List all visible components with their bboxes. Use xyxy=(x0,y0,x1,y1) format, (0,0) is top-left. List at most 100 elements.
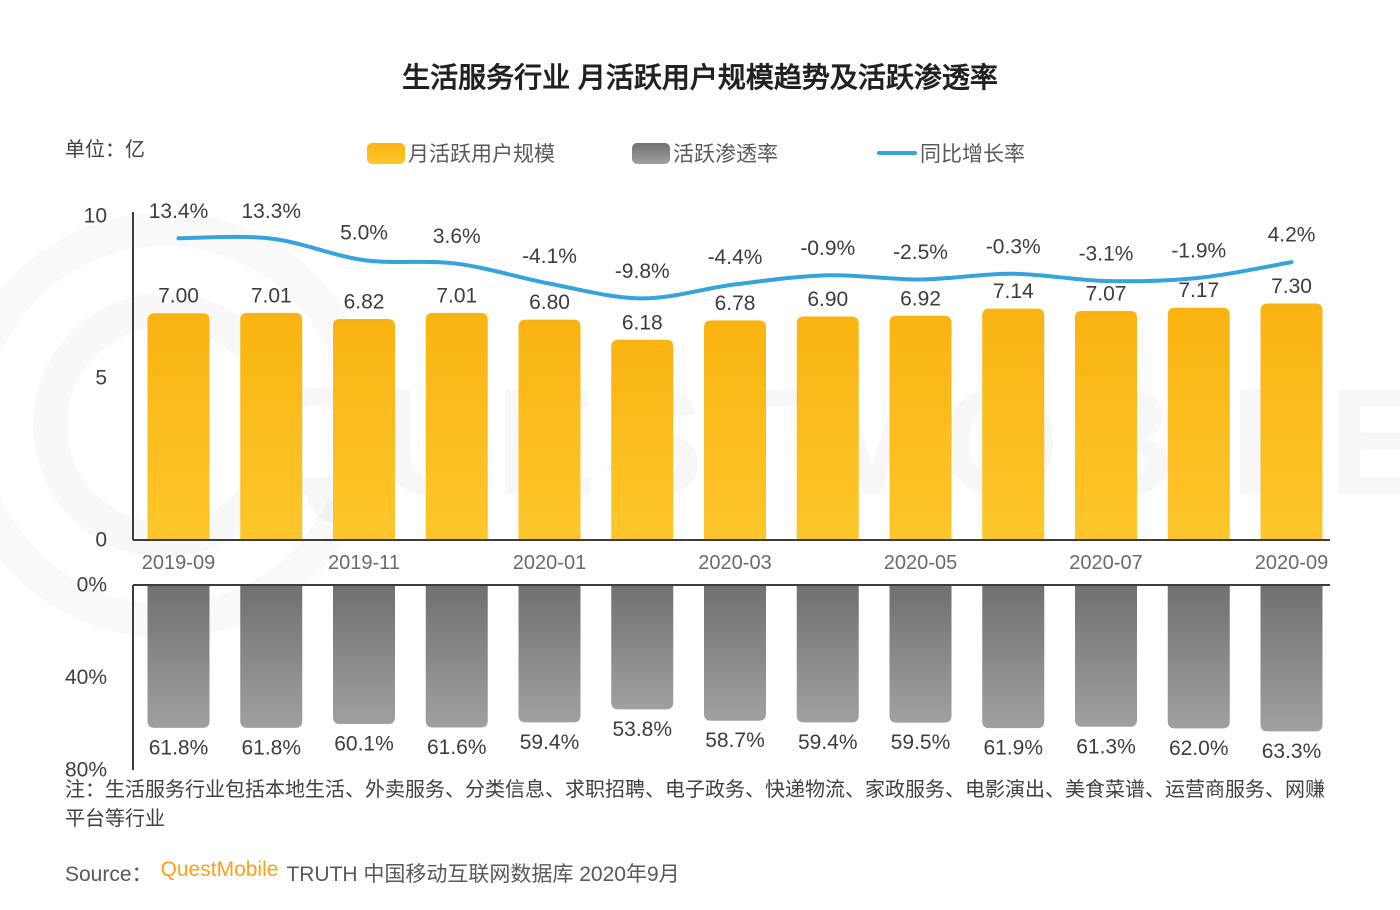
growth-line xyxy=(176,234,1294,301)
mau-bar xyxy=(796,316,859,540)
legend-swatch-gray xyxy=(632,142,670,164)
mau-bar-label: 6.78 xyxy=(715,292,756,315)
legend-label-growth: 同比增长率 xyxy=(920,143,1025,166)
mau-bar-label: 6.82 xyxy=(344,291,385,314)
x-tick: 2020-07 xyxy=(1069,552,1142,574)
y-tick: 40% xyxy=(65,666,107,689)
penetration-bar xyxy=(147,585,210,728)
y-tick-labels: 10 5 0 0% 40% 80% xyxy=(65,205,107,782)
x-tick: 2019-09 xyxy=(142,552,215,574)
penetration-bar xyxy=(425,585,488,728)
legend-item-growth: 同比增长率 xyxy=(877,138,1025,168)
legend-label-penetration: 活跃渗透率 xyxy=(673,143,778,166)
mau-bar xyxy=(333,319,395,540)
mau-bar-label: 7.01 xyxy=(251,284,292,307)
source-brand: QuestMobile xyxy=(160,858,279,881)
penetration-bar xyxy=(611,585,674,710)
legend-swatch-line xyxy=(877,151,917,155)
legend-swatch-yellow xyxy=(367,142,405,164)
source-suffix: TRUTH 中国移动互联网数据库 2020年9月 xyxy=(286,863,680,886)
penetration-bar-label: 63.3% xyxy=(1262,740,1322,763)
penetration-bar xyxy=(796,585,859,723)
penetration-bar-label: 60.1% xyxy=(334,732,394,755)
penetration-bar-label: 59.4% xyxy=(520,731,580,754)
mau-bar-label: 7.00 xyxy=(158,285,199,308)
penetration-bar-label: 58.7% xyxy=(705,729,765,752)
mau-bar-label: 6.90 xyxy=(807,288,848,311)
penetration-bar-label: 61.8% xyxy=(149,736,209,759)
source-line: Source： QuestMobile TRUTH 中国移动互联网数据库 202… xyxy=(65,858,680,888)
y-tick: 10 xyxy=(84,205,107,228)
penetration-bar-label: 61.6% xyxy=(427,736,487,759)
y-tick: 0% xyxy=(77,574,107,597)
growth-line-label: 13.3% xyxy=(241,200,301,223)
growth-line-label: -4.4% xyxy=(708,246,763,269)
legend-label-mau: 月活跃用户规模 xyxy=(408,143,555,166)
legend-item-penetration: 活跃渗透率 xyxy=(632,138,778,168)
mau-bar-label: 7.01 xyxy=(436,284,477,307)
mau-bar xyxy=(518,319,581,540)
axes xyxy=(132,212,1330,770)
mau-bar xyxy=(611,339,674,540)
penetration-bar-label: 61.3% xyxy=(1076,735,1136,758)
unit-label: 单位：亿 xyxy=(65,139,145,161)
penetration-bar-label: 53.8% xyxy=(612,718,672,741)
mau-bar xyxy=(982,308,1045,540)
x-tick: 2020-01 xyxy=(513,552,586,574)
growth-line-label: -0.9% xyxy=(800,237,855,260)
growth-line-label: -2.5% xyxy=(893,241,948,264)
mau-bar xyxy=(1075,310,1137,540)
penetration-bar-label: 59.4% xyxy=(798,731,858,754)
growth-line-label: 5.0% xyxy=(340,222,388,245)
x-tick: 2020-09 xyxy=(1255,552,1328,574)
penetration-bar xyxy=(518,585,581,723)
mau-bar-label: 6.80 xyxy=(529,291,570,314)
x-tick-labels: 2019-09 2019-11 2020-01 2020-03 2020-05 2020-… xyxy=(142,552,1328,574)
mau-bar-label: 6.18 xyxy=(622,311,663,334)
penetration-bar xyxy=(240,585,303,728)
penetration-bar xyxy=(1260,585,1323,732)
growth-line-label: -1.9% xyxy=(1171,239,1226,262)
mau-bar xyxy=(425,312,488,540)
growth-line-label: -0.3% xyxy=(986,235,1041,258)
penetration-bar-label: 62.0% xyxy=(1169,737,1229,760)
mau-bar xyxy=(889,315,952,540)
penetration-bar-label: 61.9% xyxy=(983,737,1043,760)
penetration-bar xyxy=(982,585,1045,729)
mau-bar xyxy=(1167,307,1230,540)
growth-line-label: 4.2% xyxy=(1268,224,1316,247)
chart-title: 生活服务行业 月活跃用户规模趋势及活跃渗透率 xyxy=(402,62,998,93)
growth-line-label: 13.4% xyxy=(149,200,209,223)
mau-bar-label: 7.14 xyxy=(993,280,1034,303)
mau-bar xyxy=(704,320,766,540)
growth-line-label: 3.6% xyxy=(433,225,481,248)
growth-line-label: -4.1% xyxy=(522,245,577,268)
penetration-bar xyxy=(704,585,766,721)
penetration-bar xyxy=(889,585,952,723)
mau-bar xyxy=(1260,303,1323,540)
penetration-bar xyxy=(1167,585,1230,729)
source-prefix: Source： xyxy=(65,863,153,886)
mau-bar xyxy=(147,313,210,540)
y-tick: 0 xyxy=(95,529,107,552)
penetration-bars: 61.8% 61.8% 60.1% 61.6% 59.4% 53.8% 58.7% 59.4%… xyxy=(147,585,1323,763)
x-tick: 2020-03 xyxy=(698,552,771,574)
mau-bar-label: 7.07 xyxy=(1086,282,1127,305)
legend-item-mau: 月活跃用户规模 xyxy=(367,138,555,168)
penetration-bar xyxy=(1075,585,1137,727)
footnote: 注：生活服务行业包括本地生活、外卖服务、分类信息、求职招聘、电子政务、快递物流、… xyxy=(65,779,1325,830)
mau-bar-label: 7.17 xyxy=(1178,279,1219,302)
growth-line-label: -9.8% xyxy=(615,260,670,283)
penetration-bar xyxy=(333,585,395,724)
penetration-bar-label: 59.5% xyxy=(891,731,951,754)
x-tick: 2020-05 xyxy=(884,552,957,574)
growth-line-series: 13.4% 13.3% 5.0% 3.6% -4.1% -9.8% -4.4% -0.9% -2… xyxy=(149,200,1316,301)
mau-bar xyxy=(240,312,303,540)
penetration-bar-label: 61.8% xyxy=(241,736,301,759)
mau-bar-label: 7.30 xyxy=(1271,275,1312,298)
mau-bars: 7.00 7.01 6.82 7.01 6.80 6.18 6.78 6.90 6.92 7.14… xyxy=(147,275,1323,540)
y-tick: 80% xyxy=(65,759,107,782)
y-tick: 5 xyxy=(95,367,107,390)
growth-line-label: -3.1% xyxy=(1079,243,1134,266)
